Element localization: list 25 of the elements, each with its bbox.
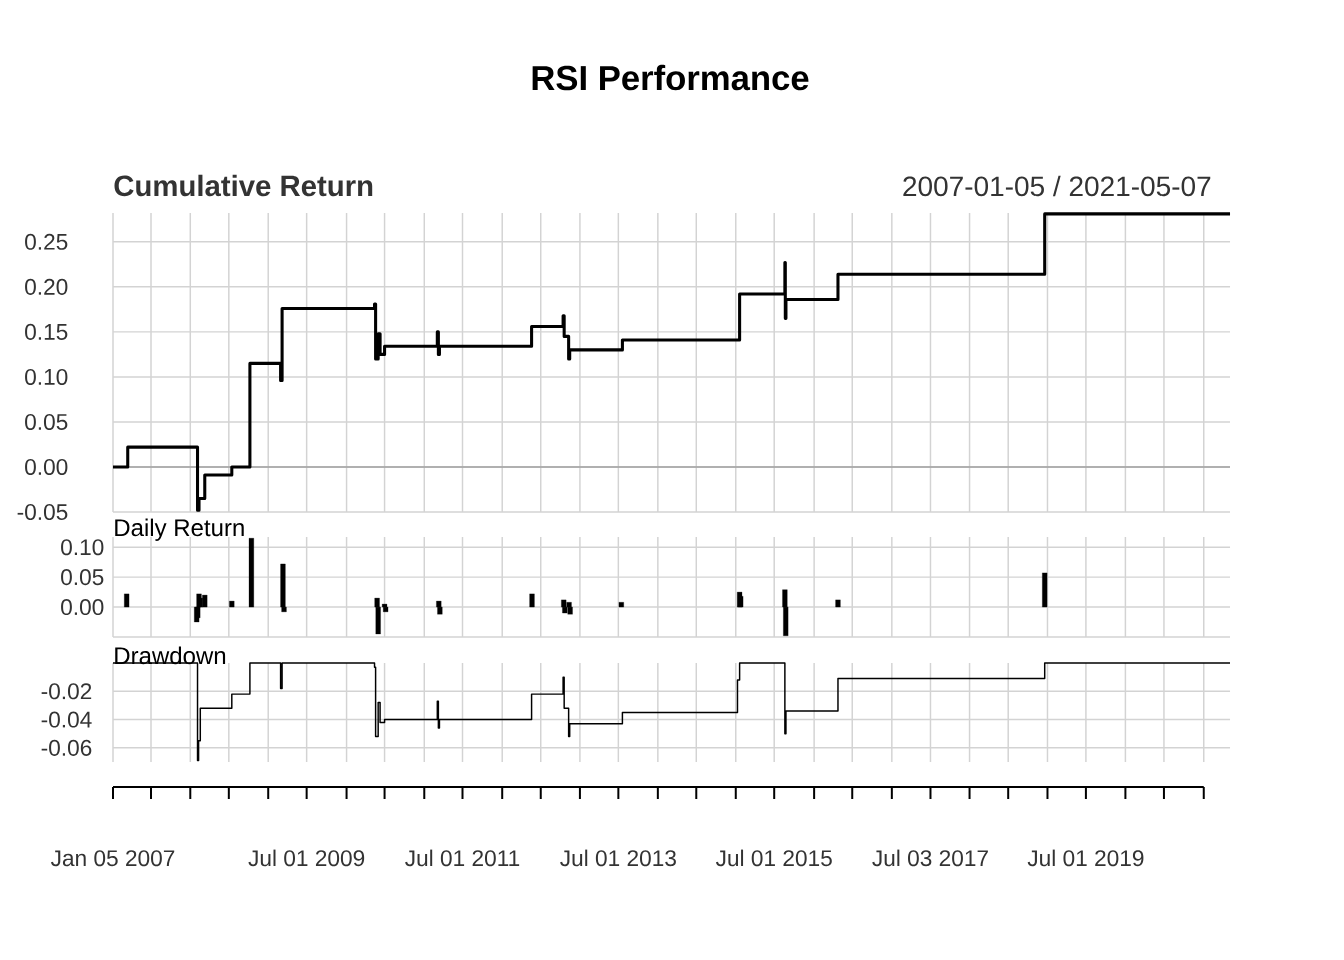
y-tick-label: 0.00 xyxy=(61,599,104,616)
chart-title: Daily Return xyxy=(115,518,244,541)
y-tick-label: -0.05 xyxy=(17,503,68,521)
x-tick-label: Jul 01 2019 xyxy=(1027,849,1144,867)
y-tick-label: 0.00 xyxy=(25,458,68,475)
x-tick-label: Jul 01 2015 xyxy=(715,849,832,867)
x-tick-label: Jul 01 2009 xyxy=(248,849,365,867)
y-tick-label: 0.25 xyxy=(25,233,68,250)
chart-title: Drawdown xyxy=(115,646,226,665)
y-tick-label: 0.10 xyxy=(25,368,68,385)
y-tick-label: -0.02 xyxy=(41,683,92,700)
chart-subtitle: Cumulative Return xyxy=(114,174,373,197)
y-tick-label: 0.20 xyxy=(25,278,68,295)
y-tick-label: -0.06 xyxy=(41,739,92,756)
y-tick-label: 0.05 xyxy=(61,569,104,586)
y-tick-label: -0.04 xyxy=(41,711,92,728)
y-tick-label: 0.15 xyxy=(25,323,68,340)
y-tick-label: 0.10 xyxy=(61,539,104,556)
text: 2007-01-05 / 2021-05-07 xyxy=(903,175,1211,197)
x-tick-label: Jul 01 2011 xyxy=(405,849,520,867)
x-tick-label: Jul 03 2017 xyxy=(872,849,988,867)
x-tick-label: Jul 01 2013 xyxy=(560,849,676,867)
y-tick-label: 0.05 xyxy=(25,413,68,430)
chart-title: RSI Performance xyxy=(532,64,809,91)
x-tick-label: Jan 05 2007 xyxy=(50,850,175,867)
